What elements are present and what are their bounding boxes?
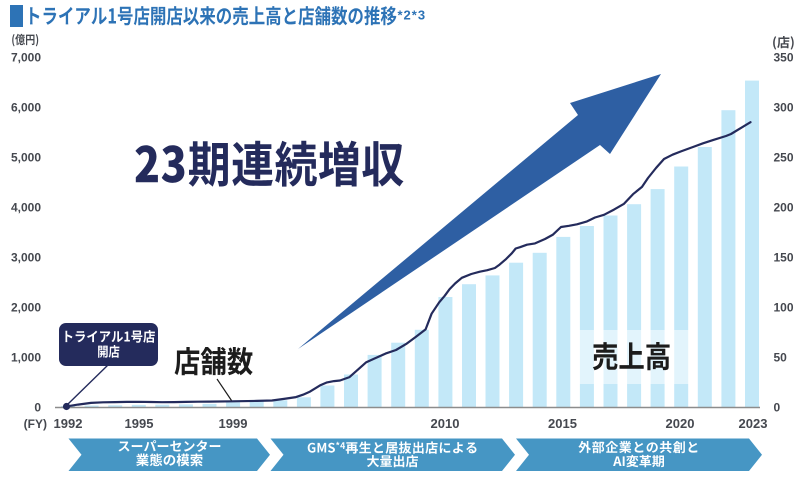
svg-text:250: 250 bbox=[774, 151, 794, 165]
svg-text:7,000: 7,000 bbox=[11, 50, 41, 64]
svg-text:1999: 1999 bbox=[219, 416, 248, 431]
svg-text:1995: 1995 bbox=[125, 416, 154, 431]
svg-text:150: 150 bbox=[774, 251, 794, 265]
svg-text:50: 50 bbox=[774, 351, 788, 365]
svg-text:(FY): (FY) bbox=[24, 417, 47, 431]
svg-text:2023: 2023 bbox=[739, 416, 768, 431]
svg-text:0: 0 bbox=[774, 401, 781, 415]
svg-text:*2*3: *2*3 bbox=[398, 8, 427, 23]
svg-text:300: 300 bbox=[774, 100, 794, 114]
svg-text:4,000: 4,000 bbox=[11, 201, 41, 215]
svg-text:2,000: 2,000 bbox=[11, 301, 41, 315]
svg-text:5,000: 5,000 bbox=[11, 151, 41, 165]
svg-text:1,000: 1,000 bbox=[11, 351, 41, 365]
svg-text:0: 0 bbox=[34, 401, 41, 415]
svg-text:350: 350 bbox=[774, 50, 794, 64]
svg-text:100: 100 bbox=[774, 301, 794, 315]
svg-text:6,000: 6,000 bbox=[11, 100, 41, 114]
svg-text:200: 200 bbox=[774, 201, 794, 215]
svg-text:2015: 2015 bbox=[548, 416, 577, 431]
svg-text:3,000: 3,000 bbox=[11, 251, 41, 265]
svg-text:1992: 1992 bbox=[54, 416, 83, 431]
svg-text:2020: 2020 bbox=[666, 416, 695, 431]
svg-text:2010: 2010 bbox=[431, 416, 460, 431]
